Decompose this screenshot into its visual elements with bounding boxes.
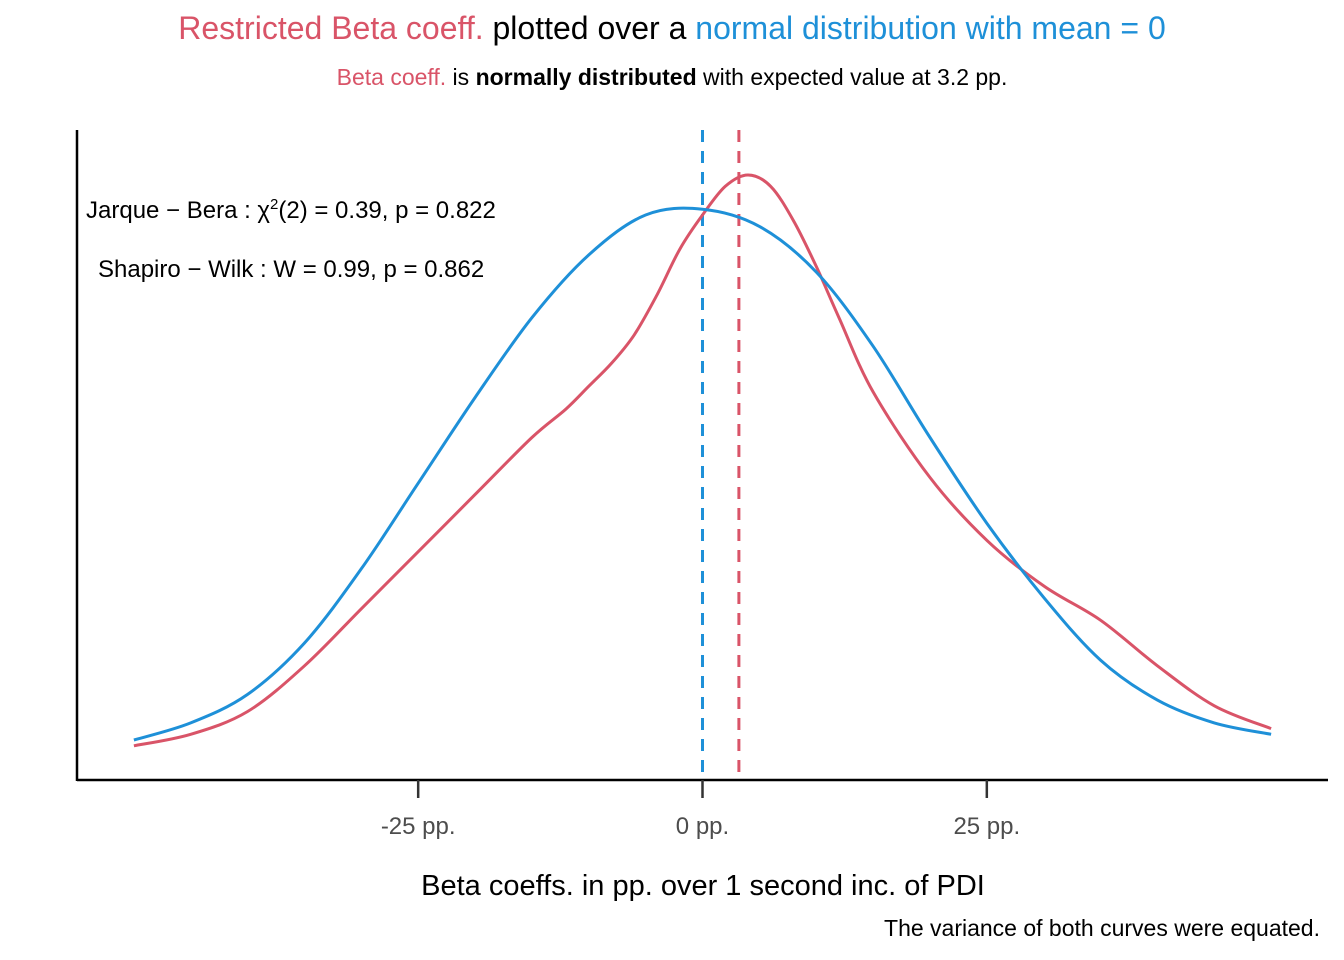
x-ticks: -25 pp. 0 pp. 25 pp. — [381, 780, 1020, 840]
chart-caption: The variance of both curves were equated… — [884, 915, 1320, 941]
title-middle: plotted over a — [483, 10, 696, 46]
jarque-bera-sup: 2 — [270, 196, 279, 213]
title-normal: normal distribution with mean = 0 — [695, 10, 1166, 46]
x-tick-label: 0 pp. — [676, 813, 729, 840]
title-restricted: Restricted Beta coeff. — [178, 10, 484, 46]
restricted-beta-curve — [133, 173, 1272, 748]
chart-subtitle: Beta coeff. is normally distributed with… — [0, 64, 1344, 91]
subtitle-is: is — [446, 64, 476, 90]
mean-lines — [701, 130, 741, 780]
subtitle-rest: with expected value at 3.2 pp. — [696, 64, 1008, 90]
x-axis-label: Beta coeffs. in pp. over 1 second inc. o… — [421, 870, 985, 902]
x-tick-label: -25 pp. — [381, 813, 456, 840]
subtitle-normally-distributed: normally distributed — [475, 64, 697, 90]
x-tick-label: 25 pp. — [953, 813, 1020, 840]
shapiro-wilk-annotation: Shapiro − Wilk : W = 0.99, p = 0.862 — [98, 256, 485, 283]
jarque-bera-annotation: Jarque − Bera : χ2(2) = 0.39, p = 0.822 — [86, 196, 496, 225]
density-curves — [133, 173, 1272, 748]
subtitle-beta: Beta coeff. — [336, 64, 447, 90]
jarque-bera-rest: (2) = 0.39, p = 0.822 — [278, 197, 496, 224]
jarque-bera-label: Jarque − Bera : χ — [86, 197, 271, 224]
chart-title: Restricted Beta coeff. plotted over a no… — [0, 10, 1344, 47]
normal-distribution-curve — [133, 206, 1272, 742]
